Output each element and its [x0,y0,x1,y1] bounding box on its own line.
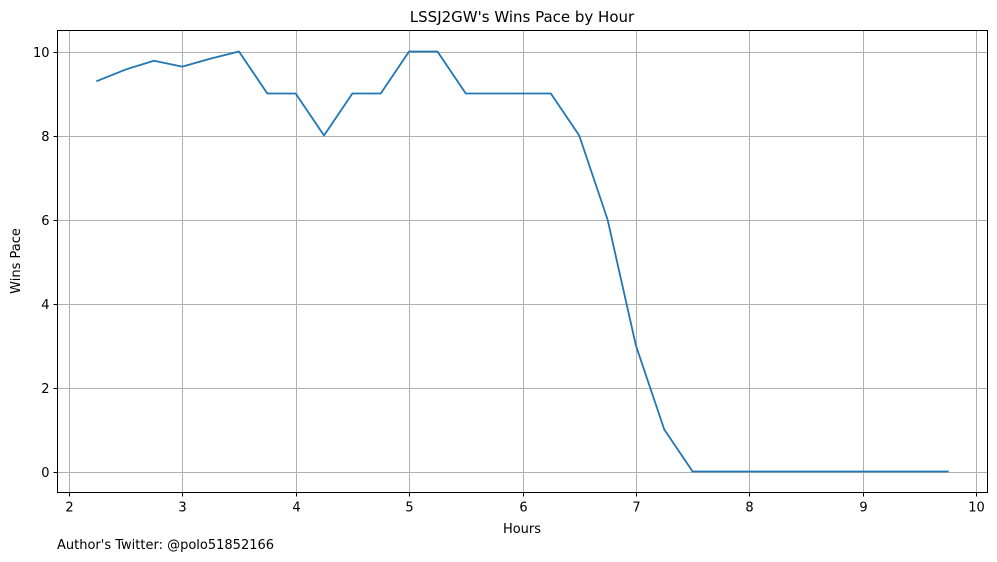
x-tick-label: 5 [405,501,413,516]
chart-title: LSSJ2GW's Wins Pace by Hour [410,8,635,26]
series-layer [96,50,949,473]
x-tick-label: 6 [519,501,527,516]
y-tick-label: 2 [41,382,49,397]
x-tick-label: 8 [745,501,753,516]
grid [57,30,988,493]
y-tick-label: 6 [41,214,49,229]
x-tick-label: 3 [178,501,186,516]
x-tick-label: 4 [292,501,300,516]
series-line [96,50,949,473]
author-credit: Author's Twitter: @polo51852166 [57,538,275,553]
ticks: 2 3 4 5 6 7 8 9 10 0 2 4 6 8 10 [33,46,985,516]
y-tick-label: 8 [41,130,49,145]
x-tick-label: 9 [859,501,867,516]
x-tick-label: 2 [65,501,73,516]
x-tick-label: 7 [632,501,640,516]
y-tick-label: 0 [41,466,49,481]
x-axis-label: Hours [503,522,541,537]
y-tick-label: 4 [41,298,49,313]
y-axis-label: Wins Pace [9,228,24,294]
plot-frame [57,30,988,493]
y-tick-label: 10 [33,46,50,61]
x-tick-label: 10 [968,501,985,516]
